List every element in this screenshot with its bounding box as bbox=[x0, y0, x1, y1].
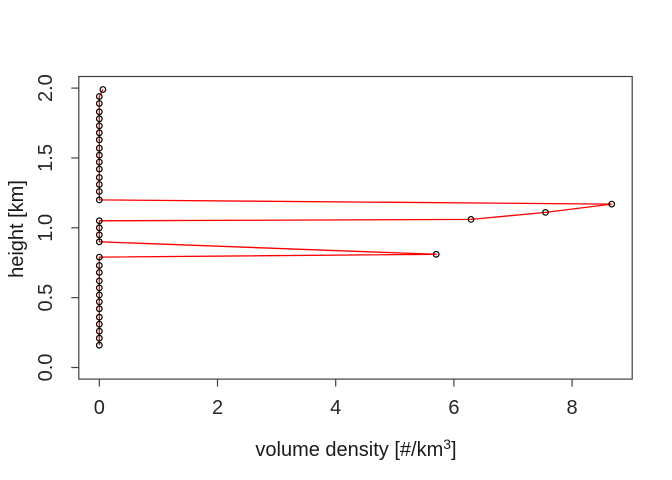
data-point bbox=[95, 174, 103, 181]
data-point bbox=[95, 188, 103, 195]
x-tick-label: 4 bbox=[330, 397, 341, 419]
data-point bbox=[95, 320, 103, 328]
data-point bbox=[95, 284, 103, 292]
data-point bbox=[95, 291, 103, 299]
y-axis-label-text: height [km] bbox=[6, 180, 28, 278]
data-point bbox=[95, 262, 103, 269]
data-point bbox=[95, 196, 103, 204]
data-point bbox=[95, 341, 103, 349]
series-line bbox=[98, 89, 613, 346]
data-point bbox=[95, 238, 103, 246]
data-point bbox=[95, 313, 103, 321]
data-point bbox=[95, 122, 103, 130]
data-point bbox=[95, 115, 103, 123]
data-point bbox=[432, 250, 440, 258]
data-point bbox=[95, 224, 103, 232]
data-point bbox=[95, 181, 103, 188]
y-tick-label: 0.0 bbox=[35, 354, 57, 382]
y-axis-label: height [km] bbox=[6, 79, 30, 379]
data-point bbox=[95, 217, 103, 225]
data-point bbox=[95, 144, 103, 152]
y-tick-label: 1.5 bbox=[35, 144, 57, 172]
y-tick-label: 2.0 bbox=[35, 74, 57, 102]
data-point bbox=[95, 231, 103, 239]
data-point bbox=[608, 200, 616, 208]
x-tick-label: 2 bbox=[212, 397, 223, 419]
data-point bbox=[95, 305, 103, 313]
data-point bbox=[95, 269, 103, 276]
data-point bbox=[95, 165, 103, 173]
plot-box bbox=[78, 75, 633, 380]
data-point bbox=[95, 108, 103, 116]
x-axis-label-suffix: ] bbox=[451, 439, 457, 461]
data-point bbox=[95, 158, 103, 166]
data-point bbox=[95, 136, 103, 144]
y-tick-label: 1.0 bbox=[35, 214, 57, 242]
data-point bbox=[95, 334, 103, 342]
x-axis-label-text: volume density [#/km bbox=[255, 439, 444, 461]
x-tick-label: 0 bbox=[94, 397, 105, 419]
data-point bbox=[95, 277, 103, 285]
x-axis-label: volume density [#/km3] bbox=[78, 436, 634, 461]
data-point bbox=[95, 327, 103, 335]
x-tick-label: 8 bbox=[567, 397, 578, 419]
data-point bbox=[95, 253, 103, 261]
data-point bbox=[95, 129, 103, 137]
data-point bbox=[95, 151, 103, 159]
data-point bbox=[467, 215, 475, 223]
data-point bbox=[542, 208, 549, 216]
data-point bbox=[95, 93, 103, 100]
y-tick-label: 0.5 bbox=[35, 284, 57, 312]
data-point bbox=[99, 86, 107, 93]
x-tick-label: 6 bbox=[448, 397, 459, 419]
data-point bbox=[95, 100, 103, 107]
x-axis-label-superscript: 3 bbox=[443, 436, 452, 452]
data-point bbox=[95, 298, 103, 306]
